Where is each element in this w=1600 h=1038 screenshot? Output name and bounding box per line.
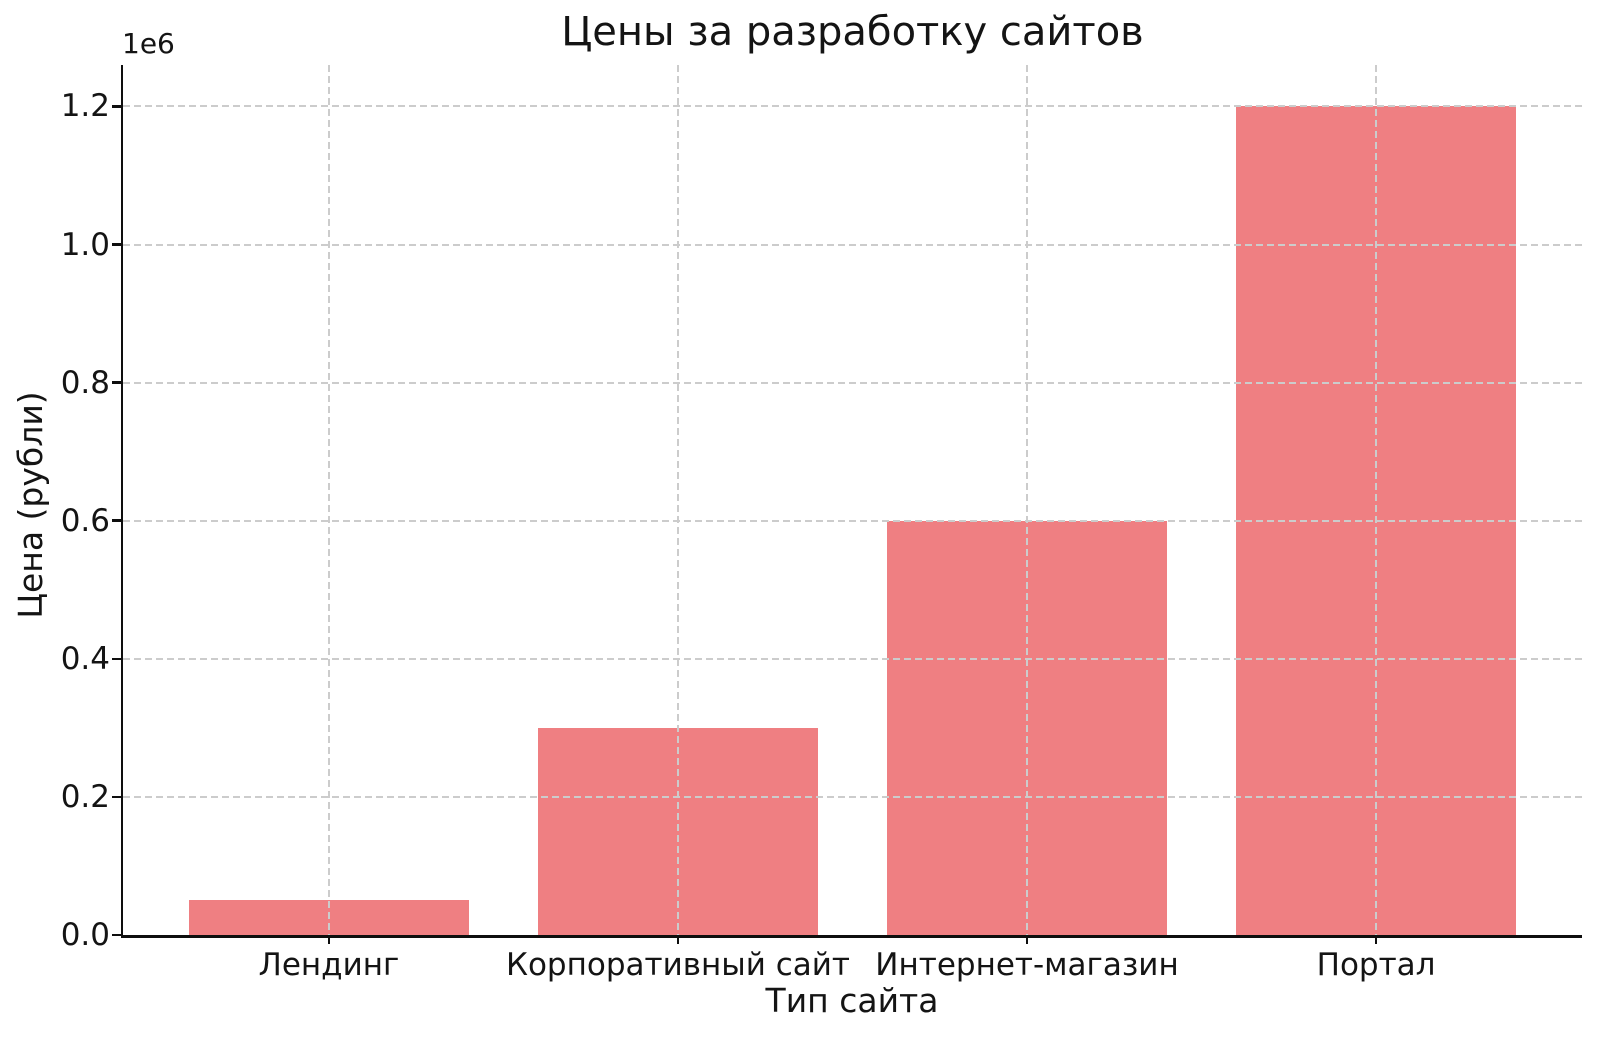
v-gridline (1026, 65, 1029, 935)
x-tick-mark (327, 935, 331, 944)
y-tick-label: 1.2 (60, 88, 110, 125)
y-tick-label: 0.2 (60, 778, 110, 815)
x-tick-mark (1025, 935, 1029, 944)
y-tick-mark (111, 381, 121, 384)
x-tick-label: Интернет-магазин (875, 947, 1179, 983)
y-tick-label: 0.8 (60, 364, 110, 401)
grid-layer (123, 65, 1582, 935)
h-gridline (123, 105, 1582, 108)
h-gridline (123, 657, 1582, 660)
y-axis-spine (120, 65, 123, 938)
x-tick-label: Корпоративный сайт (505, 947, 850, 983)
x-tick-mark (1374, 935, 1378, 944)
y-tick-mark (111, 243, 121, 246)
x-tick-label: Лендинг (258, 947, 400, 983)
y-tick-mark (111, 933, 121, 937)
h-gridline (123, 795, 1582, 798)
y-tick-label: 0.4 (60, 640, 110, 677)
y-tick-label: 1.0 (60, 226, 110, 263)
v-gridline (327, 65, 330, 935)
y-tick-mark (111, 795, 121, 799)
h-gridline (123, 519, 1582, 522)
v-gridline (676, 65, 679, 935)
x-axis-label: Тип сайта (765, 981, 939, 1020)
v-gridline (1375, 65, 1378, 935)
y-tick-mark (111, 519, 121, 522)
y-tick-mark (111, 105, 121, 108)
y-tick-mark (111, 657, 121, 661)
ticks-layer (111, 65, 1582, 944)
h-gridline (123, 243, 1582, 246)
chart-title: Цены за разработку сайтов (561, 9, 1144, 55)
y-axis-offset-label: 1e6 (122, 27, 175, 60)
x-axis-spine (120, 935, 1582, 938)
x-tick-label: Портал (1316, 947, 1436, 983)
y-tick-label: 0.0 (60, 917, 110, 953)
y-tick-label: 0.6 (60, 502, 110, 539)
plot-area (111, 65, 1582, 944)
x-tick-mark (676, 935, 680, 944)
h-gridline (123, 381, 1582, 384)
